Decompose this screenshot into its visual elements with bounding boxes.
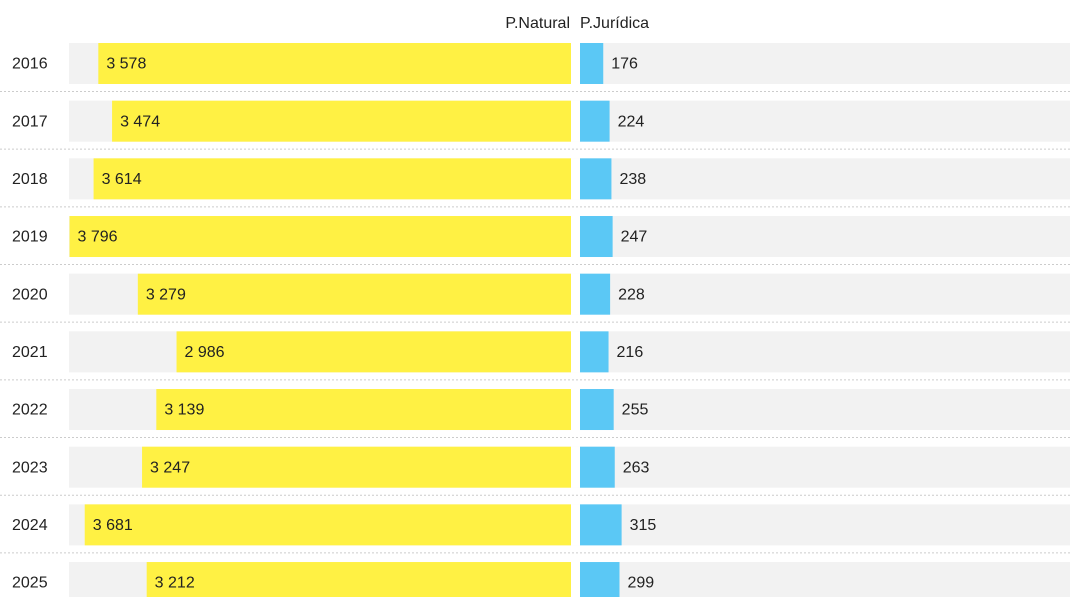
bar-right <box>580 100 610 142</box>
row-gap <box>571 331 580 373</box>
bar-right <box>580 43 604 84</box>
bar-left <box>137 273 571 315</box>
value-label: 315 <box>630 517 657 534</box>
row-gap <box>571 446 580 488</box>
row-gap <box>571 216 580 258</box>
value-label: 3 578 <box>106 56 146 73</box>
category-label: 2016 <box>12 56 48 73</box>
value-label: 263 <box>623 459 650 476</box>
value-label: 176 <box>611 56 638 73</box>
value-label: 216 <box>617 344 644 361</box>
value-label: 3 139 <box>164 402 204 419</box>
value-label: 299 <box>627 575 654 592</box>
bar-right <box>580 331 609 373</box>
value-label: 3 614 <box>102 171 142 188</box>
value-label: 2 986 <box>185 344 225 361</box>
bar-left <box>93 158 571 200</box>
row-gap <box>571 273 580 315</box>
category-label: 2019 <box>12 229 48 246</box>
value-label: 224 <box>618 113 645 130</box>
bar-left <box>98 43 572 84</box>
value-label: 228 <box>618 286 645 303</box>
value-label: 3 796 <box>78 229 118 246</box>
value-label: 238 <box>619 171 646 188</box>
row-gap <box>571 158 580 200</box>
bar-left <box>142 446 572 488</box>
row-gap <box>571 389 580 431</box>
row-gap <box>571 100 580 142</box>
bar-left <box>146 562 571 597</box>
legend-right: P.Jurídica <box>580 15 649 32</box>
category-label: 2018 <box>12 171 48 188</box>
category-label: 2020 <box>12 286 48 303</box>
bar-right <box>580 446 615 488</box>
bar-right <box>580 389 614 431</box>
category-label: 2023 <box>12 459 48 476</box>
row-gap <box>571 562 580 597</box>
row-gap <box>571 504 580 546</box>
bar-right <box>580 562 620 597</box>
category-label: 2022 <box>12 402 48 419</box>
bar-left <box>176 331 571 373</box>
value-label: 3 212 <box>155 575 195 592</box>
row-gap <box>571 43 580 84</box>
value-label: 3 247 <box>150 459 190 476</box>
bar-left <box>69 216 572 258</box>
bar-left <box>84 504 572 546</box>
category-label: 2017 <box>12 113 48 130</box>
value-label: 3 279 <box>146 286 186 303</box>
bar-right <box>580 273 611 315</box>
bar-right <box>580 158 612 200</box>
category-label: 2021 <box>12 344 48 361</box>
value-label: 3 474 <box>120 113 160 130</box>
category-label: 2025 <box>12 575 48 592</box>
value-label: 255 <box>622 402 649 419</box>
bar-left <box>156 389 571 431</box>
value-label: 3 681 <box>93 517 133 534</box>
value-label: 247 <box>621 229 648 246</box>
legend-left: P.Natural <box>505 15 570 32</box>
category-label: 2024 <box>12 517 48 534</box>
bar-left <box>112 100 571 142</box>
bar-right <box>580 504 622 546</box>
bar-right <box>580 216 613 258</box>
